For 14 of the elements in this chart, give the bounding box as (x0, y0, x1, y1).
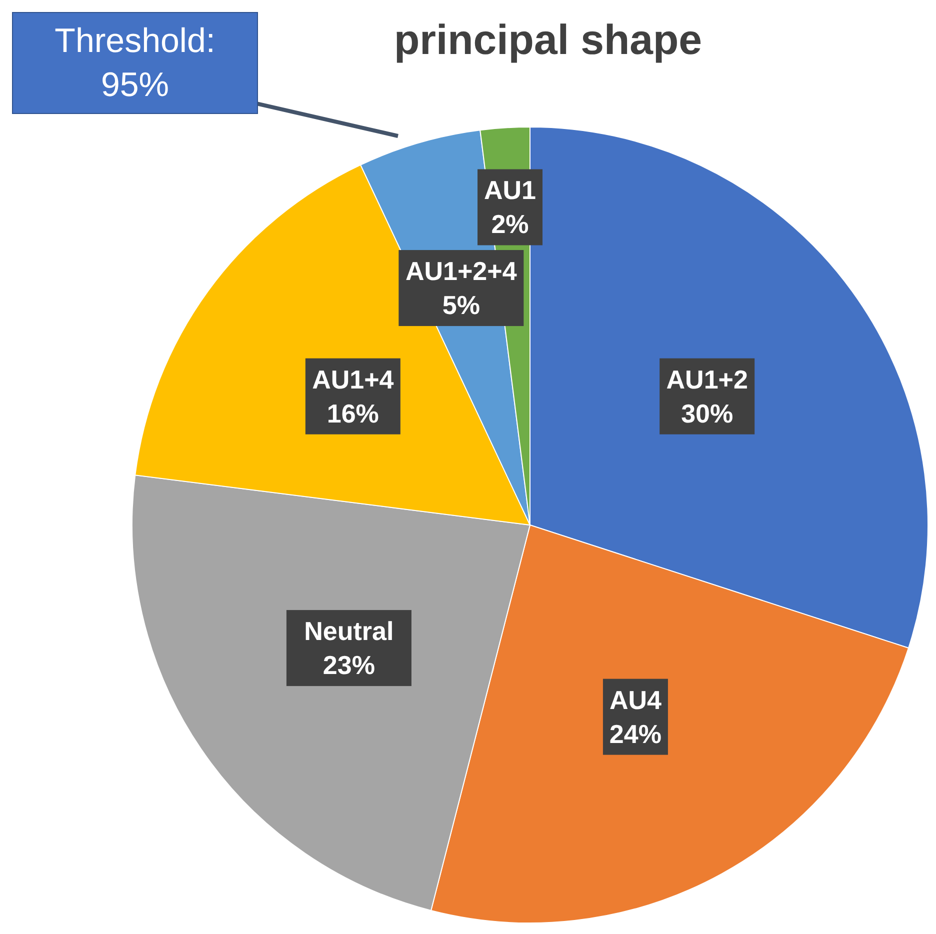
slice-label: AU1 (484, 175, 536, 206)
slice-label: AU1+2 (666, 364, 748, 394)
slice-label: Neutral (304, 616, 394, 646)
slice-label: AU1+2+4 (406, 256, 518, 286)
data-label: 23% (322, 650, 375, 680)
data-label: 16% (326, 398, 379, 428)
chart-title: principal shape (392, 16, 704, 64)
text: Threshold: 95% (12, 12, 258, 114)
slice-label: AU4 (609, 684, 662, 715)
data-label: 24% (609, 718, 662, 749)
slice-label: AU1+4 (312, 364, 394, 394)
data-label: 2% (491, 209, 529, 240)
data-label: 5% (442, 290, 480, 320)
data-label: 30% (681, 398, 734, 428)
